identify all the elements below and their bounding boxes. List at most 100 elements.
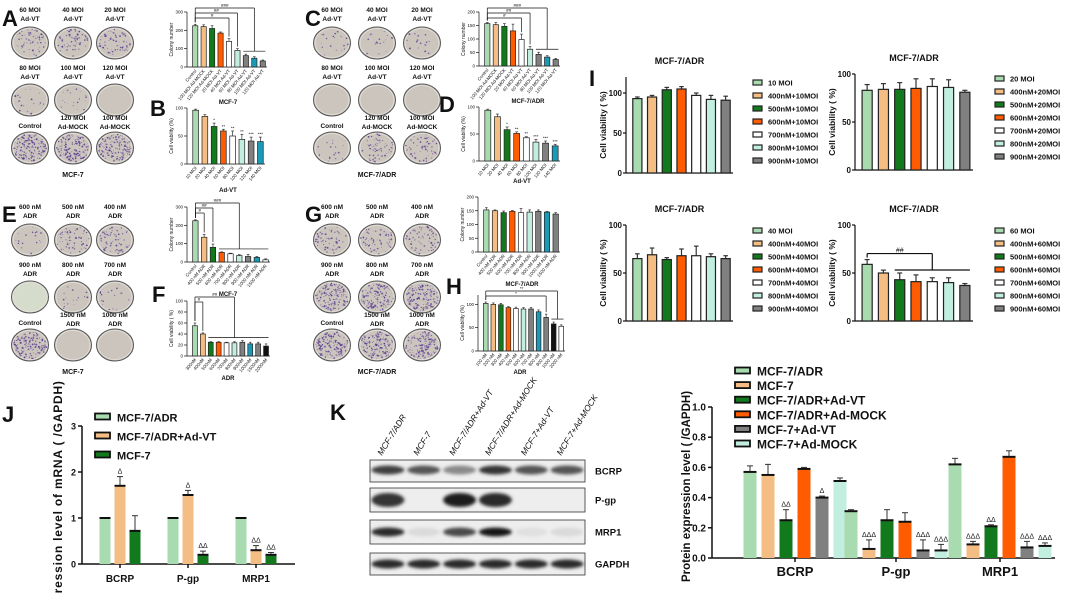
colony — [66, 136, 68, 138]
colony — [20, 104, 23, 107]
colony — [405, 345, 408, 347]
colony — [58, 234, 60, 235]
colony — [334, 288, 337, 291]
colony — [37, 140, 39, 141]
colony — [420, 242, 422, 244]
bar — [201, 116, 209, 165]
colony — [434, 347, 436, 349]
colony — [372, 154, 375, 157]
plate-rim — [12, 330, 48, 360]
colony — [23, 151, 26, 153]
colony — [419, 289, 421, 291]
colony — [387, 233, 389, 236]
colony — [43, 147, 45, 149]
colony — [421, 285, 424, 287]
bar — [661, 89, 672, 174]
plate-label: Ad-VT — [105, 74, 124, 81]
colony — [323, 299, 326, 302]
colony — [387, 243, 389, 245]
colony — [421, 344, 423, 347]
colony — [436, 292, 438, 294]
colony — [80, 155, 82, 157]
colony — [63, 148, 66, 151]
colony — [371, 301, 372, 302]
colony — [34, 44, 36, 46]
colony — [367, 38, 370, 41]
colony — [408, 238, 411, 241]
colony — [323, 340, 325, 342]
colony — [104, 41, 106, 43]
colony — [380, 292, 383, 295]
colony — [30, 134, 31, 136]
colony — [116, 156, 118, 158]
plate-dish — [403, 26, 441, 60]
colony — [335, 354, 338, 356]
colony — [419, 141, 422, 143]
colony — [419, 249, 422, 251]
colony — [118, 136, 120, 138]
colony — [437, 297, 439, 299]
colony — [378, 345, 380, 347]
y-axis-label: Cell viability ( %) — [598, 91, 608, 159]
colony — [424, 44, 427, 46]
colony — [320, 354, 322, 357]
colony — [423, 357, 425, 359]
blot-band — [407, 527, 441, 537]
colony — [415, 303, 417, 305]
plate-label: ADR — [370, 321, 384, 328]
colony — [377, 292, 379, 294]
colony — [338, 284, 340, 286]
colony — [424, 331, 426, 333]
colony — [118, 242, 121, 245]
colony — [101, 304, 103, 305]
colony — [319, 349, 322, 351]
colony — [346, 342, 349, 344]
colony-dots — [406, 284, 439, 312]
colony — [108, 154, 110, 156]
colony — [121, 233, 124, 235]
colony — [18, 233, 19, 235]
colony — [63, 306, 65, 308]
colony — [410, 342, 412, 344]
colony — [85, 291, 88, 294]
colony — [103, 146, 105, 149]
colony — [27, 29, 28, 31]
colony — [84, 39, 86, 41]
colony — [68, 134, 70, 136]
bar — [844, 511, 858, 558]
colony — [64, 101, 66, 103]
colony — [324, 345, 326, 347]
colony — [416, 304, 418, 306]
bar — [238, 139, 246, 165]
colony — [322, 239, 325, 241]
colony — [27, 343, 30, 345]
colony — [414, 306, 416, 308]
colony — [411, 349, 413, 351]
colony — [85, 146, 88, 148]
colony — [388, 302, 389, 304]
blot-band — [514, 527, 548, 537]
colony-dots — [16, 28, 47, 57]
colony — [18, 109, 21, 112]
significance-label: ** — [222, 124, 226, 129]
colony — [41, 139, 43, 141]
colony — [329, 145, 332, 148]
plate-label: 600 nM — [321, 204, 343, 211]
colony — [379, 338, 380, 340]
panel-letter-a: A — [2, 6, 18, 31]
colony — [417, 333, 419, 335]
colony — [321, 305, 323, 308]
colony — [378, 139, 381, 142]
panel-letter-j: J — [2, 402, 14, 427]
colony — [372, 241, 375, 243]
colony — [385, 292, 387, 294]
colony — [108, 30, 109, 32]
colony — [377, 288, 379, 290]
colony — [321, 33, 324, 36]
colony — [17, 45, 19, 47]
colony — [385, 143, 386, 145]
colony — [376, 335, 379, 338]
colony — [23, 51, 25, 53]
colony — [379, 286, 381, 288]
colony — [320, 294, 322, 296]
